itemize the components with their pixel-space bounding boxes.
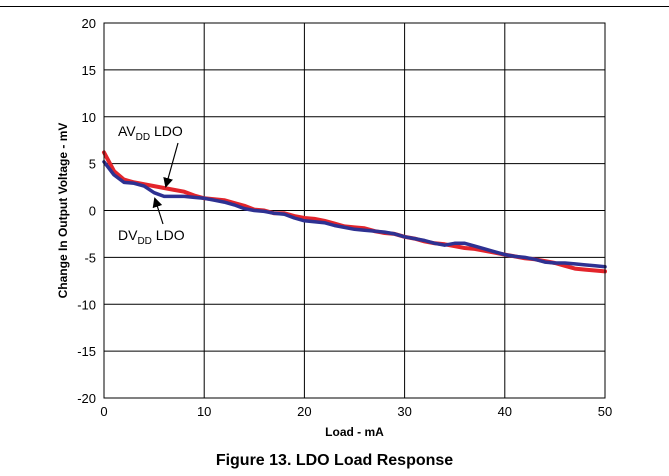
- y-tick-label: 5: [89, 157, 96, 172]
- annotation-avdd-suffix: LDO: [150, 123, 183, 139]
- y-tick-label: -10: [77, 297, 96, 312]
- annotation-avdd-ldo: AVDD LDO: [118, 123, 183, 143]
- grid: [104, 23, 605, 398]
- y-tick-label: 0: [89, 204, 96, 219]
- series-line-blue: [102, 160, 607, 269]
- y-tick-label: -5: [84, 250, 96, 265]
- annotation-avdd-base: AV: [118, 123, 136, 139]
- load-response-chart: 0 10 20 30 40 50 -20 -15 -10 -5 0 5 10 15 20 Load - mA…: [56, 16, 612, 439]
- x-tick-label: 20: [297, 404, 311, 419]
- annotation-avdd-sub: DD: [136, 132, 150, 143]
- annotation-dvdd-suffix: LDO: [152, 227, 185, 243]
- annotation-dvdd-base: DV: [118, 227, 138, 243]
- annotation-dvdd-ldo: DVDD LDO: [118, 227, 185, 247]
- x-tick-label: 10: [197, 404, 211, 419]
- x-axis-title: Load - mA: [325, 425, 384, 439]
- y-tick-label: -15: [77, 344, 96, 359]
- y-tick-label: 10: [82, 110, 96, 125]
- y-tick-label: 15: [82, 63, 96, 78]
- annotation-avdd-arrow: [163, 142, 179, 188]
- annotation-dvdd-arrow: [152, 197, 164, 225]
- x-tick-label: 50: [598, 404, 612, 419]
- x-tick-label: 40: [498, 404, 512, 419]
- y-tick-label: -20: [77, 391, 96, 406]
- annotation-dvdd-sub: DD: [137, 236, 151, 247]
- plot-frame: [103, 22, 606, 399]
- series-line-red: [102, 150, 607, 274]
- x-tick-label: 30: [397, 404, 411, 419]
- y-axis-title: Change In Output Voltage - mV: [56, 123, 70, 299]
- x-tick-label: 0: [100, 404, 107, 419]
- series-layer: [102, 150, 607, 274]
- figure-caption: Figure 13. LDO Load Response: [215, 452, 454, 469]
- y-tick-label: 20: [82, 16, 96, 31]
- top-rule: [0, 6, 669, 7]
- tick-labels: 0 10 20 30 40 50 -20 -15 -10 -5 0 5 10 15 20: [77, 16, 612, 419]
